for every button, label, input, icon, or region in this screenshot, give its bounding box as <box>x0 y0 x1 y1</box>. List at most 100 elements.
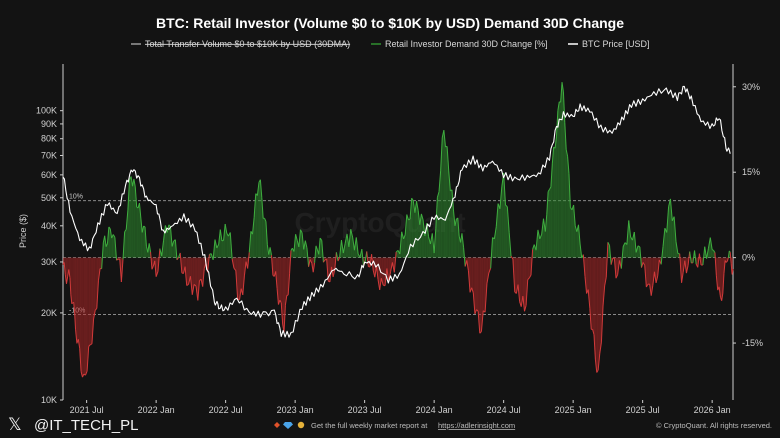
demand-line-segment <box>301 232 305 250</box>
demand-segment <box>85 257 88 376</box>
demand-line-segment <box>332 269 336 278</box>
demand-segment <box>416 201 419 258</box>
demand-line-segment <box>71 302 74 305</box>
demand-line-segment <box>168 224 171 228</box>
demand-line-segment <box>411 197 414 202</box>
demand-segment <box>643 257 645 266</box>
demand-line-segment <box>197 280 200 301</box>
demand-line-segment <box>242 275 245 295</box>
demand-segment <box>460 233 462 258</box>
demand-line-segment <box>346 233 350 247</box>
demand-segment <box>383 257 386 286</box>
demand-segment <box>100 257 102 269</box>
demand-line-segment <box>461 233 465 248</box>
demand-line-segment <box>63 262 66 275</box>
demand-line-segment <box>607 242 610 246</box>
demand-line-segment <box>73 302 76 312</box>
footer-link[interactable]: https://adlerinsight.com <box>438 421 515 430</box>
demand-segment <box>226 233 229 258</box>
demand-line-segment <box>216 244 220 249</box>
demand-line-segment <box>337 257 341 262</box>
demand-line-segment <box>727 250 730 258</box>
demand-segment <box>297 240 299 258</box>
demand-segment <box>132 178 134 258</box>
demand-segment <box>320 238 322 258</box>
demand-segment <box>447 146 449 258</box>
demand-line-segment <box>68 269 71 278</box>
demand-segment <box>403 234 406 258</box>
y-left-tick-label: 20K <box>41 308 57 318</box>
demand-line-segment <box>599 342 602 354</box>
demand-segment <box>712 249 714 258</box>
footer-promo: Get the full weekly market report at <box>311 421 428 430</box>
demand-segment <box>252 217 255 258</box>
demand-line-segment <box>414 201 418 213</box>
demand-segment <box>552 147 554 258</box>
demand-segment <box>257 182 259 258</box>
demand-line-segment <box>702 246 706 266</box>
demand-line-segment <box>549 186 552 190</box>
demand-segment <box>647 257 650 285</box>
demand-line-segment <box>652 271 655 286</box>
demand-line-segment <box>308 259 311 267</box>
demand-line-segment <box>698 253 702 266</box>
demand-segment <box>428 236 431 258</box>
demand-segment <box>138 203 140 258</box>
demand-segment <box>474 257 477 314</box>
demand-segment <box>65 257 67 284</box>
demand-line-segment <box>499 186 503 209</box>
x-tick-label: 2024 Jan <box>416 405 453 415</box>
y-left-tick-label: 50K <box>41 193 57 203</box>
demand-line-segment <box>101 242 104 269</box>
demand-line-segment <box>697 253 700 268</box>
demand-line-segment <box>544 214 548 232</box>
demand-segment <box>470 257 472 293</box>
demand-segment <box>539 234 542 258</box>
demand-segment <box>571 204 574 258</box>
gem-icon <box>283 422 293 429</box>
demand-segment <box>483 257 486 313</box>
demand-line-segment <box>729 252 732 264</box>
demand-line-segment <box>256 182 260 196</box>
demand-line-segment <box>252 217 255 235</box>
demand-line-segment <box>419 213 422 225</box>
y-left-tick-label: 70K <box>41 151 57 161</box>
y-left-tick-label: 40K <box>41 221 57 231</box>
demand-line-segment <box>375 265 379 280</box>
demand-segment <box>717 257 720 291</box>
demand-segment <box>181 257 184 274</box>
demand-line-segment <box>390 262 393 272</box>
demand-line-segment <box>339 239 342 258</box>
demand-line-segment <box>141 225 145 233</box>
demand-line-segment <box>692 250 696 263</box>
demand-line-segment <box>319 237 323 241</box>
demand-line-segment <box>490 237 494 269</box>
demand-line-segment <box>438 170 442 192</box>
demand-line-segment <box>111 234 114 239</box>
y-axis-label: Price ($) <box>18 214 28 248</box>
demand-line-segment <box>154 260 157 277</box>
price-line <box>62 85 731 338</box>
demand-line-segment <box>564 122 567 150</box>
demand-line-segment <box>573 204 576 226</box>
demand-line-segment <box>725 260 728 263</box>
demand-segment <box>113 234 115 258</box>
demand-segment <box>272 257 275 277</box>
demand-segment <box>591 257 593 330</box>
demand-segment <box>79 257 82 372</box>
demand-line-segment <box>82 373 85 378</box>
demand-line-segment <box>577 224 581 245</box>
demand-line-segment <box>286 294 289 297</box>
demand-segment <box>521 257 523 307</box>
demand-line-segment <box>233 267 237 271</box>
demand-segment <box>127 180 130 258</box>
demand-segment <box>548 189 550 258</box>
demand-line-segment <box>195 286 199 301</box>
demand-line-segment <box>547 189 550 192</box>
demand-line-segment <box>679 253 683 283</box>
demand-line-segment <box>484 283 488 313</box>
demand-line-segment <box>633 231 637 253</box>
demand-line-segment <box>348 229 352 247</box>
demand-segment <box>233 257 236 271</box>
legend-label-price: BTC Price [USD] <box>582 39 650 49</box>
